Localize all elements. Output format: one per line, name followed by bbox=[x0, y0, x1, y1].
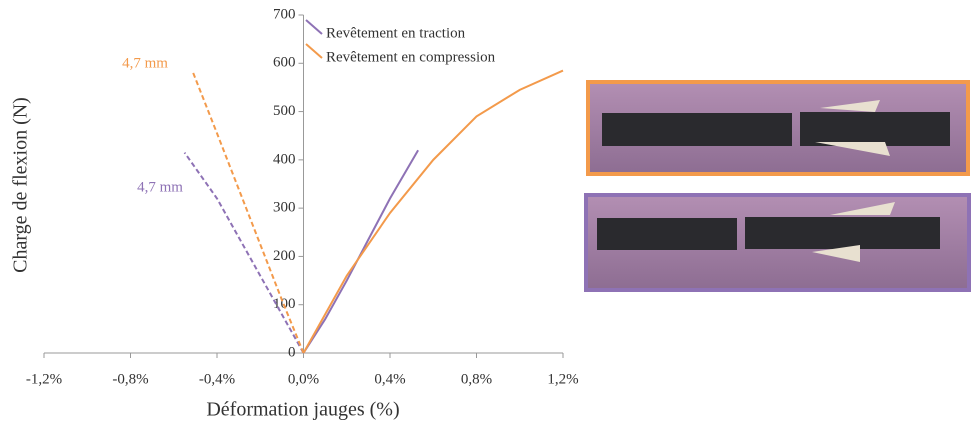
y-tick-label: 700 bbox=[273, 6, 296, 22]
x-tick-label: 0,0% bbox=[288, 371, 319, 387]
y-tick-label: 300 bbox=[273, 200, 296, 216]
legend-label: Revêtement en traction bbox=[326, 25, 466, 41]
y-tick-label: 500 bbox=[273, 103, 296, 119]
y-tick-label: 200 bbox=[273, 248, 296, 264]
photo-compression bbox=[586, 80, 970, 176]
series-line bbox=[302, 69, 564, 354]
y-axis-label: Charge de flexion (N) bbox=[10, 97, 32, 273]
x-axis-label: Déformation jauges (%) bbox=[206, 399, 399, 421]
x-tick-label: 0,4% bbox=[374, 371, 405, 387]
annotation: 4,7 mm bbox=[122, 55, 168, 71]
annotation: 4,7 mm bbox=[137, 179, 183, 195]
series-line bbox=[183, 152, 305, 354]
legend-swatch bbox=[305, 19, 323, 35]
x-tick-label: 0,8% bbox=[461, 371, 492, 387]
x-tick-label: -0,4% bbox=[199, 371, 235, 387]
photo-traction bbox=[584, 193, 971, 292]
x-tick-label: -0,8% bbox=[112, 371, 148, 387]
y-tick-label: 400 bbox=[273, 151, 296, 167]
legend-swatch bbox=[305, 43, 323, 59]
x-tick-label: 1,2% bbox=[547, 371, 578, 387]
legend-label: Revêtement en compression bbox=[326, 49, 496, 65]
y-tick-label: 0 bbox=[288, 344, 296, 360]
y-tick-label: 600 bbox=[273, 55, 296, 71]
series-line bbox=[192, 72, 305, 354]
x-tick-label: -1,2% bbox=[26, 371, 62, 387]
